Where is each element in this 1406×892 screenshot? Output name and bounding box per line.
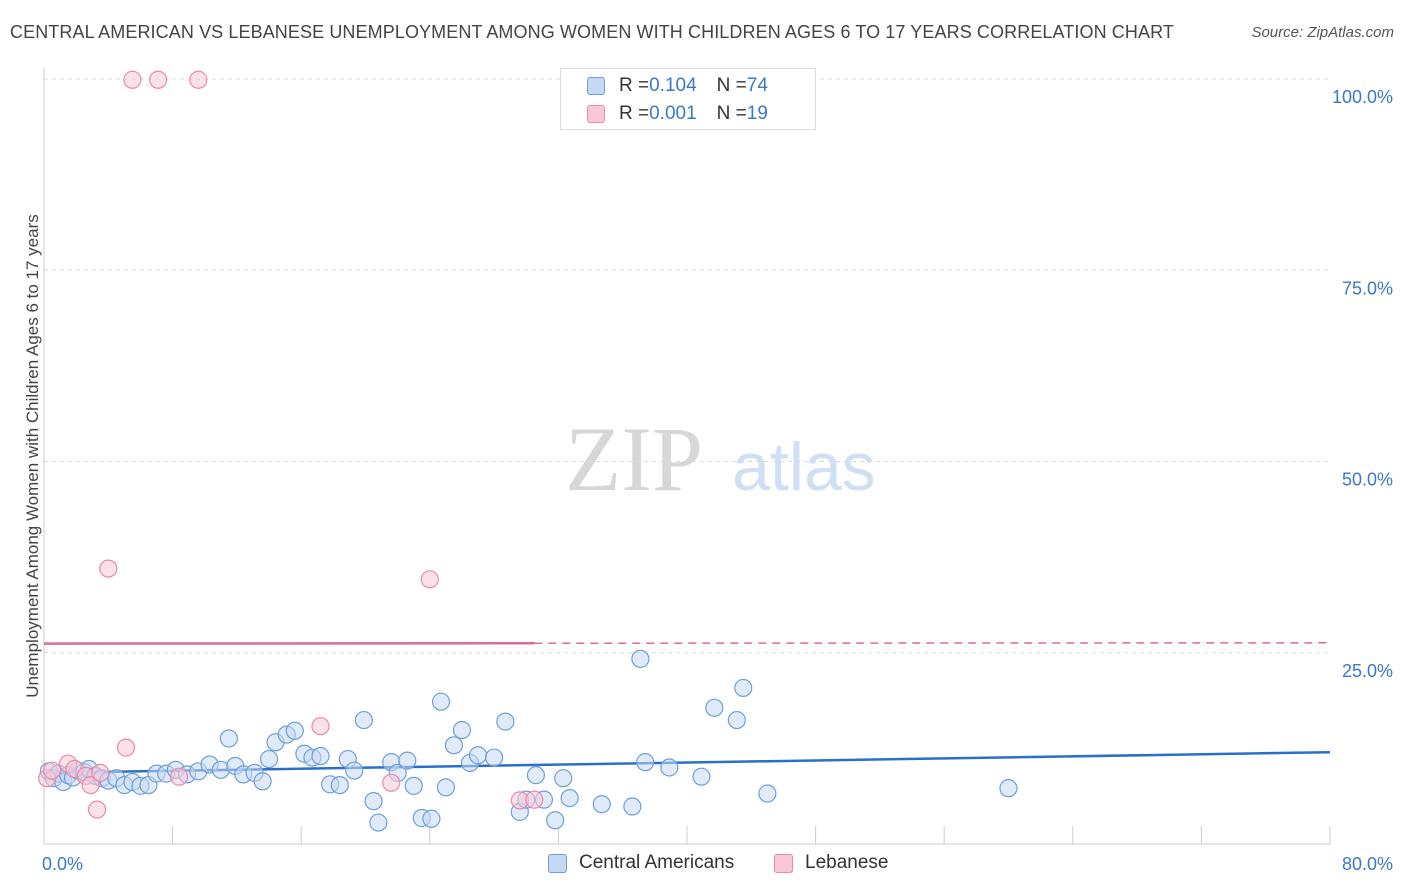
lebanese-point xyxy=(311,717,330,736)
trend-lines xyxy=(43,642,1331,775)
correlation-legend: R = 0.104 N = 74 R = 0.001 N = 19 xyxy=(560,68,816,130)
central-americans-point xyxy=(369,813,388,832)
r-label: R = xyxy=(619,103,650,124)
data-points xyxy=(38,70,1018,832)
pink-swatch-icon xyxy=(587,105,605,123)
lebanese-point xyxy=(189,70,208,89)
central-americans-point xyxy=(631,649,650,668)
central-americans-point xyxy=(354,710,373,730)
watermark-atlas: atlas xyxy=(732,429,876,505)
central-americans-point xyxy=(259,749,279,769)
lebanese-point xyxy=(42,761,62,780)
legend-item-central-americans: Central Americans xyxy=(548,852,734,874)
central-americans-point xyxy=(546,811,565,830)
central-americans-point xyxy=(436,778,455,797)
central-americans-point xyxy=(592,795,611,814)
central-americans-point xyxy=(364,792,383,811)
lebanese-point xyxy=(81,775,100,795)
legend-row-lebanese: R = 0.001 N = 19 xyxy=(587,102,768,126)
central-americans-point xyxy=(496,712,515,731)
central-americans-point xyxy=(444,736,464,755)
y-tick-label: 75.0% xyxy=(1342,278,1393,298)
central-americans-point xyxy=(705,698,724,717)
lebanese-point xyxy=(123,70,142,89)
tick-labels: 25.0% 50.0% 75.0% 100.0% 0.0% 80.0% xyxy=(42,87,1393,874)
lebanese-point xyxy=(525,790,544,809)
legend-label: Lebanese xyxy=(805,852,889,873)
r-label: R = xyxy=(619,75,650,96)
central-americans-point xyxy=(422,809,441,828)
n-value: 19 xyxy=(746,103,768,124)
gridlines xyxy=(44,78,1330,654)
lebanese-point xyxy=(420,570,439,589)
legend-row-central-americans: R = 0.104 N = 74 xyxy=(587,74,768,98)
n-label: N = xyxy=(716,103,747,124)
lebanese-point xyxy=(116,738,136,757)
y-tick-label: 100.0% xyxy=(1332,87,1393,107)
central-americans-point xyxy=(692,767,711,786)
central-americans-point xyxy=(330,775,349,795)
legend-item-lebanese: Lebanese xyxy=(774,852,888,874)
central-americans-point xyxy=(345,761,364,780)
central-americans-point xyxy=(636,753,655,772)
x-tick-label-min: 0.0% xyxy=(42,854,83,874)
chart-title: CENTRAL AMERICAN VS LEBANESE UNEMPLOYMEN… xyxy=(10,22,1174,42)
central-americans-point xyxy=(485,748,504,767)
central-americans-point xyxy=(560,788,579,808)
central-americans-point xyxy=(219,729,238,748)
central-americans-point xyxy=(554,769,573,788)
n-value: 74 xyxy=(746,75,768,96)
central-americans-point xyxy=(623,797,642,816)
watermark: ZIP atlas xyxy=(565,408,876,510)
y-tick-label: 25.0% xyxy=(1342,661,1393,681)
n-label: N = xyxy=(716,75,747,96)
lebanese-point xyxy=(169,767,189,786)
central-americans-point xyxy=(398,751,417,770)
lebanese-point xyxy=(91,763,110,782)
central-americans-point xyxy=(431,692,451,711)
r-value: 0.001 xyxy=(649,103,697,124)
central-americans-point xyxy=(758,784,777,803)
central-americans-point xyxy=(452,720,472,740)
source-label: Source: ZipAtlas.com xyxy=(1251,24,1394,41)
central-americans-point xyxy=(253,772,272,791)
central-americans-point xyxy=(999,779,1018,798)
x-tick-label-max: 80.0% xyxy=(1342,854,1393,874)
central-americans-point xyxy=(468,746,488,765)
lebanese-point xyxy=(382,773,401,792)
y-tick-label: 50.0% xyxy=(1342,470,1393,490)
lebanese-point xyxy=(87,800,107,819)
lebanese-point xyxy=(99,559,118,578)
central-americans-point xyxy=(727,710,746,730)
central-americans-point xyxy=(404,776,423,795)
central-americans-point xyxy=(285,721,304,740)
central-americans-point xyxy=(660,758,679,777)
axes xyxy=(43,68,1331,845)
r-value: 0.104 xyxy=(649,75,697,96)
central-americans-point xyxy=(311,746,330,766)
central-americans-point xyxy=(734,678,753,698)
blue-swatch-icon xyxy=(587,77,605,95)
legend-label: Central Americans xyxy=(579,852,735,873)
blue-swatch-icon xyxy=(548,853,567,873)
watermark-zip: ZIP xyxy=(565,408,703,510)
lebanese-point xyxy=(149,70,168,89)
pink-swatch-icon xyxy=(774,853,793,873)
central-americans-point xyxy=(526,766,545,785)
